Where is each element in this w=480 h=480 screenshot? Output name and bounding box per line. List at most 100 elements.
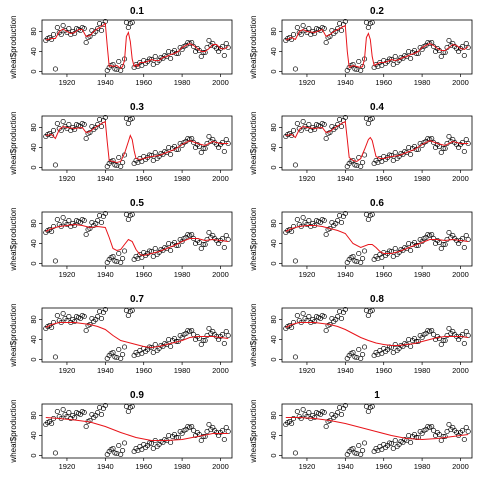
y-tick-label: 0 [29,69,38,73]
data-point [198,245,204,252]
data-point [369,115,375,122]
data-point [129,403,135,410]
data-point [408,343,414,350]
data-point [290,127,297,134]
smooth-curve [285,322,469,346]
data-point [446,37,452,44]
panel-2: 0.2 1920 1940 1960 1980 2000 0 40 80 wheat$produc… [249,6,473,87]
data-point [300,310,306,317]
plot-frame [41,211,233,267]
data-point [135,159,141,166]
data-point [465,44,471,51]
data-point [110,349,116,356]
x-tick-label: 1920 [299,78,316,87]
data-point [148,152,154,159]
data-point [60,118,66,125]
data-point [379,446,385,453]
data-point [52,450,58,456]
data-point [312,414,318,421]
panel-title: 0.2 [370,6,384,17]
data-point [335,313,341,320]
data-point [49,132,55,139]
data-point [335,217,341,224]
data-point [66,313,72,320]
y-axis-label: wheat$production [9,303,18,367]
x-tick-label: 1960 [135,270,152,279]
data-point [60,22,66,29]
data-point [164,53,170,60]
data-point [392,437,398,444]
data-point [304,413,310,420]
data-point [406,48,412,55]
x-tick-label: 1920 [299,462,316,471]
data-point [406,336,412,343]
data-point [436,431,442,438]
data-point [342,210,348,217]
x-tick-label: 1980 [174,270,191,279]
data-point [189,327,195,334]
data-point [363,211,369,218]
data-point [352,354,358,360]
data-point [114,162,120,169]
x-tick-label: 1940 [97,270,114,279]
y-tick-label: 40 [269,47,278,55]
x-tick-label: 2000 [212,78,229,87]
data-point [206,325,212,332]
data-point [206,37,212,44]
data-point [116,346,122,353]
x-tick-label: 1940 [337,270,354,279]
panel-3: 0.3 1920 1940 1960 1980 2000 0 40 80 wheat$produc… [9,102,233,183]
data-point [121,344,128,350]
data-point [431,331,437,338]
data-point [408,439,414,446]
data-point [365,120,371,127]
data-point [200,241,206,248]
data-point [202,241,208,248]
data-point [125,408,131,415]
data-point [365,408,371,415]
smooth-curve [45,120,229,164]
data-point [390,61,396,68]
data-point [50,319,57,326]
data-point [121,248,128,254]
data-point [81,409,87,416]
data-point [221,436,227,443]
data-point [369,19,375,26]
data-point [300,22,306,29]
data-point [429,231,435,238]
data-point [66,25,72,32]
y-tick-label: 0 [269,261,278,265]
data-point [52,66,58,72]
data-point [83,327,89,334]
data-point [361,248,368,254]
data-point [358,451,364,458]
data-point [369,211,375,218]
y-axis-label: wheat$production [9,111,18,175]
data-point [102,114,108,121]
data-point [221,148,227,155]
y-tick-label: 40 [29,335,38,343]
data-point [166,432,172,439]
plot-frame [281,211,473,267]
data-point [123,19,129,26]
data-point [323,135,329,142]
data-point [323,39,329,46]
data-point [392,53,398,60]
data-point [139,446,145,453]
data-point [294,408,300,415]
data-point [388,56,394,63]
x-tick-label: 1980 [414,270,431,279]
data-point [166,144,172,151]
data-point [64,125,70,132]
data-point [83,135,89,142]
data-point [66,217,72,224]
data-point [442,145,448,152]
data-point [436,239,442,246]
x-tick-label: 1980 [414,78,431,87]
smooth-curve [45,322,229,349]
x-tick-label: 1940 [337,366,354,375]
data-point [465,428,471,435]
data-point [321,217,327,224]
data-point [98,219,105,226]
